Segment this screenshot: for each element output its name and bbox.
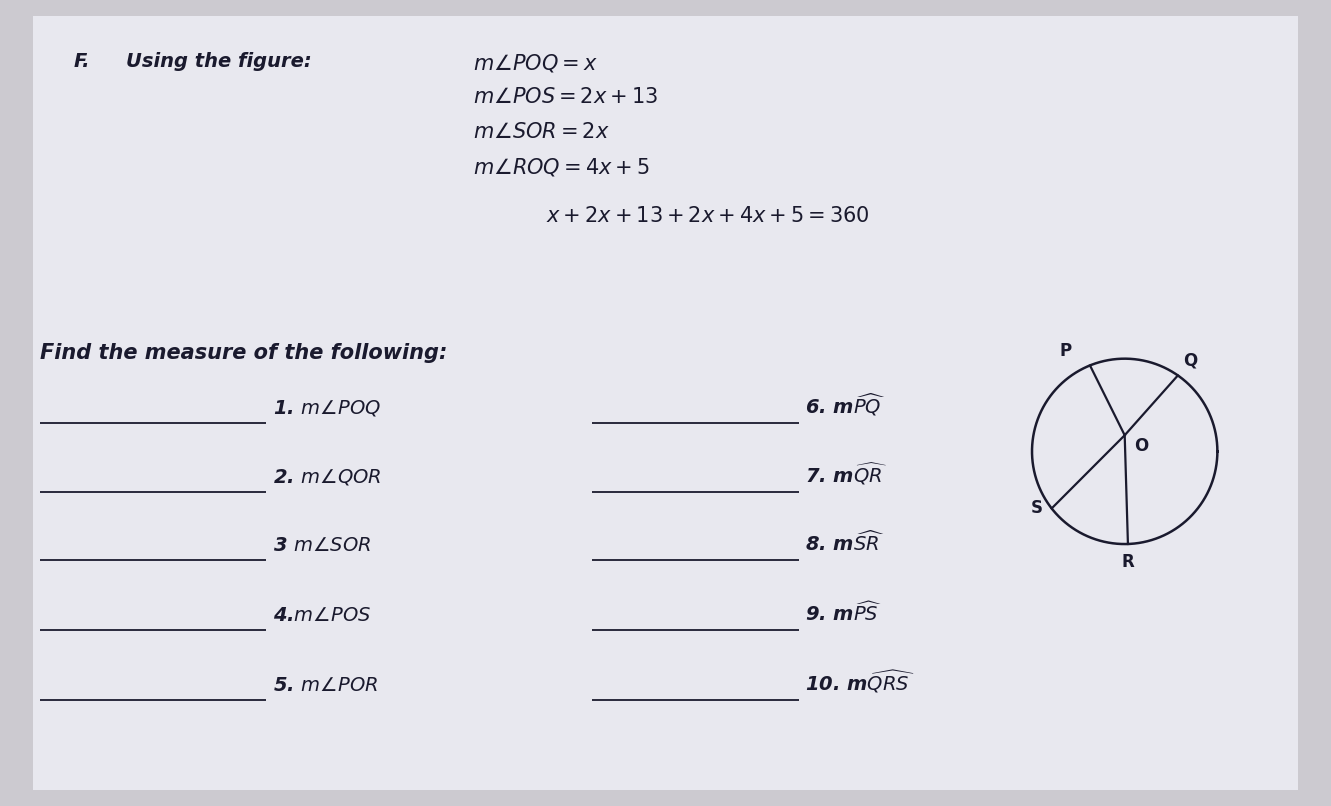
Text: 3 $m\angle SOR$: 3 $m\angle SOR$: [273, 536, 371, 555]
Text: 7. m$\widehat{QR}$: 7. m$\widehat{QR}$: [805, 461, 888, 487]
Text: $m\angle POQ = x$: $m\angle POQ = x$: [473, 52, 598, 74]
Text: $x + 2x + 13 + 2x + 4x + 5 = 360$: $x + 2x + 13 + 2x + 4x + 5 = 360$: [546, 206, 869, 226]
Text: R: R: [1122, 553, 1134, 571]
Text: 4.$m\angle POS$: 4.$m\angle POS$: [273, 606, 371, 625]
Text: $m\angle SOR = 2x$: $m\angle SOR = 2x$: [473, 122, 610, 142]
Text: O: O: [1134, 438, 1149, 455]
Text: 1. $m\angle POQ$: 1. $m\angle POQ$: [273, 398, 381, 418]
Text: $m\angle ROQ = 4x + 5$: $m\angle ROQ = 4x + 5$: [473, 156, 650, 178]
Text: Using the figure:: Using the figure:: [126, 52, 311, 72]
Text: Find the measure of the following:: Find the measure of the following:: [40, 343, 447, 363]
Text: $m\angle POS = 2x + 13$: $m\angle POS = 2x + 13$: [473, 87, 658, 107]
Text: 6. m$\widehat{PQ}$: 6. m$\widehat{PQ}$: [805, 392, 886, 418]
Text: 2. $m\angle QOR$: 2. $m\angle QOR$: [273, 467, 382, 487]
FancyBboxPatch shape: [33, 16, 1298, 790]
Text: Q: Q: [1183, 351, 1198, 370]
Text: 10. m$\widehat{QRS}$: 10. m$\widehat{QRS}$: [805, 668, 916, 695]
Text: 5. $m\angle POR$: 5. $m\angle POR$: [273, 675, 378, 695]
Text: F.: F.: [73, 52, 89, 72]
Text: P: P: [1059, 342, 1071, 359]
Text: S: S: [1030, 500, 1042, 517]
Text: 8. m$\widehat{SR}$: 8. m$\widehat{SR}$: [805, 531, 885, 555]
Text: 9. m$\widehat{PS}$: 9. m$\widehat{PS}$: [805, 601, 882, 625]
